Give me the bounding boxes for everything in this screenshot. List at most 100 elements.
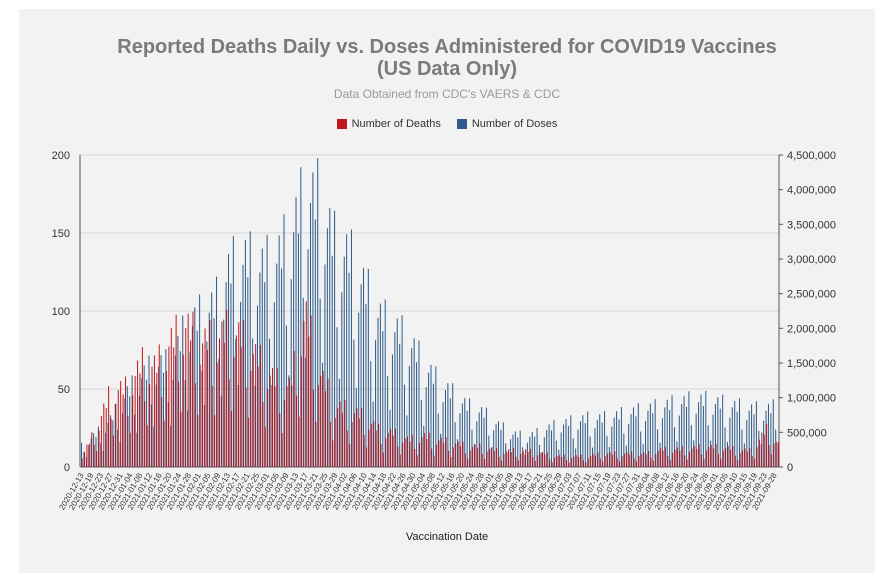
deaths-bar xyxy=(635,461,637,467)
doses-bar xyxy=(179,351,181,467)
deaths-bar xyxy=(380,443,382,467)
doses-bar xyxy=(406,415,408,467)
deaths-bar xyxy=(300,356,302,467)
deaths-bar xyxy=(541,452,543,467)
deaths-bar xyxy=(276,367,278,467)
doses-bar xyxy=(134,414,136,467)
doses-bar xyxy=(666,399,668,467)
y-right-tick-label: 3,000,000 xyxy=(787,254,836,266)
doses-bar xyxy=(266,234,268,467)
deaths-bar xyxy=(681,446,683,467)
deaths-bar xyxy=(214,415,216,467)
deaths-bar xyxy=(703,458,705,467)
deaths-bar xyxy=(667,455,669,467)
doses-bar xyxy=(348,272,350,467)
doses-bar xyxy=(360,284,362,467)
deaths-bar xyxy=(561,457,563,467)
deaths-bar xyxy=(643,452,645,467)
deaths-bar xyxy=(363,435,365,467)
doses-bar xyxy=(567,426,569,467)
deaths-bar xyxy=(435,444,437,467)
deaths-bar xyxy=(474,444,476,467)
doses-bar xyxy=(731,407,733,467)
deaths-bar xyxy=(353,413,355,467)
deaths-bar xyxy=(696,449,698,467)
doses-bar xyxy=(394,332,396,467)
legend-item-doses[interactable]: Number of Doses xyxy=(456,118,557,130)
deaths-bar xyxy=(462,441,464,467)
deaths-bar xyxy=(399,454,401,467)
doses-bar xyxy=(334,210,336,467)
doses-bar xyxy=(652,413,654,467)
doses-bar xyxy=(628,423,630,467)
doses-bar xyxy=(543,437,545,467)
doses-bar xyxy=(228,254,230,467)
doses-bar xyxy=(326,228,328,467)
doses-bar xyxy=(136,432,138,467)
doses-bar xyxy=(259,272,261,467)
doses-bar xyxy=(269,338,271,467)
deaths-bar xyxy=(739,453,741,467)
doses-bar xyxy=(551,430,553,467)
deaths-bar xyxy=(84,451,86,467)
deaths-bar xyxy=(334,417,336,467)
doses-bar xyxy=(175,355,177,467)
doses-bar xyxy=(240,301,242,467)
deaths-bar xyxy=(182,354,184,467)
doses-bar xyxy=(276,263,278,467)
deaths-bar xyxy=(460,446,462,467)
deaths-bar xyxy=(303,321,305,467)
deaths-bar xyxy=(638,456,640,467)
deaths-bar xyxy=(558,455,560,467)
doses-bar xyxy=(714,404,716,467)
doses-bar xyxy=(502,422,504,467)
doses-bar xyxy=(777,442,779,467)
doses-bar xyxy=(252,338,254,467)
doses-bar xyxy=(707,425,709,467)
doses-bar xyxy=(336,327,338,467)
deaths-bar xyxy=(597,452,599,467)
doses-bar xyxy=(729,417,731,467)
deaths-bar xyxy=(551,462,553,467)
doses-bar xyxy=(346,234,348,467)
doses-bar xyxy=(312,172,314,467)
doses-bar xyxy=(355,387,357,467)
doses-bar xyxy=(657,429,659,467)
doses-bar xyxy=(748,410,750,467)
deaths-bar xyxy=(481,454,483,467)
deaths-bar xyxy=(291,385,293,467)
doses-bar xyxy=(389,409,391,467)
doses-bar xyxy=(319,298,321,467)
deaths-bar xyxy=(568,462,570,467)
legend-item-deaths[interactable]: Number of Deaths xyxy=(336,118,441,130)
doses-bar xyxy=(165,349,167,467)
doses-bar xyxy=(538,444,540,467)
doses-bar xyxy=(143,365,145,467)
deaths-bar xyxy=(134,375,136,467)
deaths-bar xyxy=(669,459,671,467)
deaths-bar xyxy=(520,453,522,467)
doses-bar xyxy=(107,423,109,467)
doses-bar xyxy=(288,375,290,467)
deaths-bar xyxy=(510,452,512,467)
doses-bar xyxy=(712,414,714,467)
deaths-bar xyxy=(508,449,510,467)
doses-bar xyxy=(100,443,102,467)
doses-bar xyxy=(478,412,480,467)
deaths-bar xyxy=(650,457,652,467)
deaths-bar xyxy=(467,458,469,467)
deaths-bar xyxy=(264,426,266,467)
doses-bar xyxy=(654,399,656,467)
deaths-bar xyxy=(421,437,423,467)
doses-bar xyxy=(579,421,581,467)
y-left-tick-label: 50 xyxy=(58,384,70,396)
deaths-bar xyxy=(457,441,459,467)
deaths-bar xyxy=(539,453,541,467)
doses-bar xyxy=(428,372,430,467)
deaths-bar xyxy=(190,340,192,467)
doses-bar xyxy=(302,297,304,467)
deaths-bar xyxy=(657,450,659,467)
deaths-bar xyxy=(124,376,127,467)
deaths-bar xyxy=(397,446,399,467)
y-right-tick-label: 4,000,000 xyxy=(787,185,836,197)
